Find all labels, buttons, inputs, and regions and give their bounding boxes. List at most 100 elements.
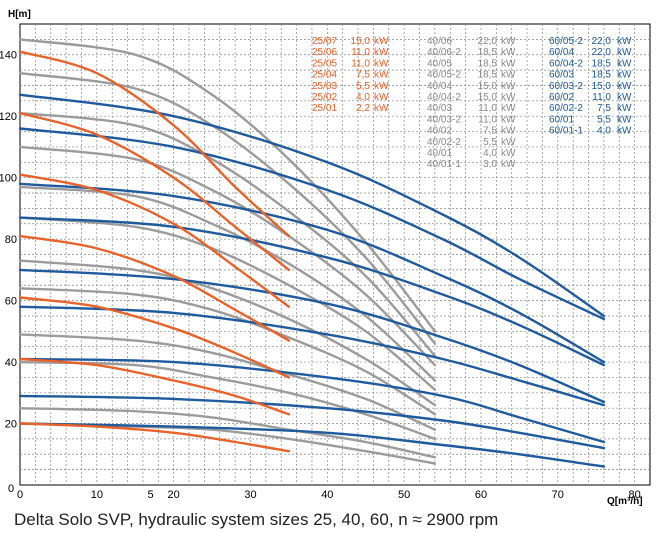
legend-unit: kW <box>374 47 389 58</box>
legend-model: 60/04-2 <box>549 58 583 69</box>
legend-unit: kW <box>617 103 632 114</box>
x-tick-label: 40 <box>321 489 333 501</box>
legend-power: 15,0 <box>592 81 612 92</box>
legend-model: 40/02-2 <box>427 137 461 148</box>
y-tick-label: 20 <box>5 419 17 431</box>
legend-power: 22,0 <box>592 47 612 58</box>
curve-series-40 <box>18 216 437 391</box>
legend-power: 7,5 <box>483 126 497 137</box>
chart-caption: Delta Solo SVP, hydraulic system sizes 2… <box>14 510 499 529</box>
legend-unit: kW <box>374 92 389 103</box>
legend-power: 11,0 <box>351 58 370 69</box>
legend-model: 40/03 <box>427 103 452 114</box>
legend-power: 11,0 <box>478 103 497 114</box>
x-axis-ticks: 0 10 5 20 30 40 50 60 70 80 <box>17 489 641 501</box>
legend-model: 40/02 <box>427 126 452 137</box>
legend-model: 25/03 <box>312 81 337 92</box>
curve-series-60 <box>18 422 606 468</box>
x-tick-label: 50 <box>398 489 410 501</box>
legend-model: 60/03 <box>549 70 574 81</box>
legend-unit: kW <box>501 36 516 47</box>
legend-model: 60/04 <box>549 47 574 58</box>
legend-unit: kW <box>501 58 516 69</box>
legend-power: 5,5 <box>597 114 611 125</box>
y-axis-label: H[m] <box>8 9 31 20</box>
x-tick-label: 60 <box>475 489 487 501</box>
curve-series-60 <box>18 268 606 404</box>
legend-unit: kW <box>501 148 516 159</box>
legend-unit: kW <box>501 137 516 148</box>
legend-power: 11,0 <box>592 92 611 103</box>
legend-model: 40/05 <box>427 58 452 69</box>
curve-series-40 <box>18 38 437 333</box>
curve-series-25 <box>18 296 291 379</box>
legend-unit: kW <box>617 70 632 81</box>
legend-unit: kW <box>617 126 632 137</box>
x-tick-label: 30 <box>244 489 256 501</box>
legend-power: 11,0 <box>351 47 370 58</box>
curve-series-60 <box>18 182 606 364</box>
curve-series-60 <box>18 216 606 367</box>
legend-unit: kW <box>374 103 389 114</box>
legend-power: 7,5 <box>356 70 370 81</box>
y-tick-label: 140 <box>0 50 17 62</box>
legend-unit: kW <box>501 81 516 92</box>
curve-series-25 <box>18 422 291 453</box>
curve-series-60 <box>18 305 606 407</box>
legend-unit: kW <box>617 47 632 58</box>
legend-model: 60/05-2 <box>549 36 583 47</box>
legend-power: 15,0 <box>351 36 371 47</box>
curve-series-40 <box>18 259 437 407</box>
curve-series-25 <box>18 50 291 238</box>
legend-power: 4,0 <box>356 92 370 103</box>
legend-model: 60/03-2 <box>549 81 583 92</box>
x-tick-label: 0 <box>17 489 23 501</box>
legend-unit: kW <box>617 92 632 103</box>
x-tick-label: 5 <box>148 489 154 501</box>
legend-unit: kW <box>374 58 389 69</box>
legend-model: 60/01-1 <box>549 126 583 137</box>
legend-unit: kW <box>501 159 516 170</box>
legend-unit: kW <box>374 81 389 92</box>
legend-model: 60/02-2 <box>549 103 583 114</box>
legend-power: 18,5 <box>478 70 498 81</box>
legend-model: 60/02 <box>549 92 574 103</box>
y-tick-label: 60 <box>5 296 17 308</box>
y-tick-label: 100 <box>0 173 17 185</box>
legend-model: 25/01 <box>312 103 337 114</box>
y-tick-label: 0 <box>8 483 14 495</box>
legend-unit: kW <box>617 114 632 125</box>
legend-model: 25/06 <box>312 47 337 58</box>
y-tick-label: 40 <box>5 357 17 369</box>
legend-power: 7,5 <box>597 103 611 114</box>
curve-series-25 <box>18 357 291 416</box>
legend-power: 18,5 <box>478 58 498 69</box>
curve-series-40 <box>18 111 437 358</box>
legend-unit: kW <box>501 92 516 103</box>
legend-power: 11,0 <box>478 114 497 125</box>
curve-series-40 <box>18 333 437 431</box>
legend-power: 18,5 <box>478 47 498 58</box>
curve-series-25 <box>18 173 291 308</box>
curve-series-40 <box>18 407 437 459</box>
legend-power: 4,0 <box>597 126 611 137</box>
legend-power: 4,0 <box>483 148 497 159</box>
curve-series-60 <box>18 394 606 450</box>
legend-power: 3,0 <box>483 159 497 170</box>
legend-power: 15,0 <box>478 81 498 92</box>
legend-unit: kW <box>374 70 389 81</box>
legend-model: 25/04 <box>312 70 337 81</box>
legend-model: 40/06-2 <box>427 47 461 58</box>
legend-unit: kW <box>374 36 389 47</box>
legend-model: 40/04 <box>427 81 452 92</box>
legend-power: 15,0 <box>478 92 498 103</box>
legend-unit: kW <box>617 58 632 69</box>
curve-series-60 <box>18 357 606 444</box>
x-tick-label: 20 <box>168 489 180 501</box>
legend-model: 40/06 <box>427 36 452 47</box>
legend-unit: kW <box>501 114 516 125</box>
curve-series-40 <box>18 360 437 441</box>
legend-model: 40/01 <box>427 148 452 159</box>
y-tick-label: 80 <box>5 234 17 246</box>
